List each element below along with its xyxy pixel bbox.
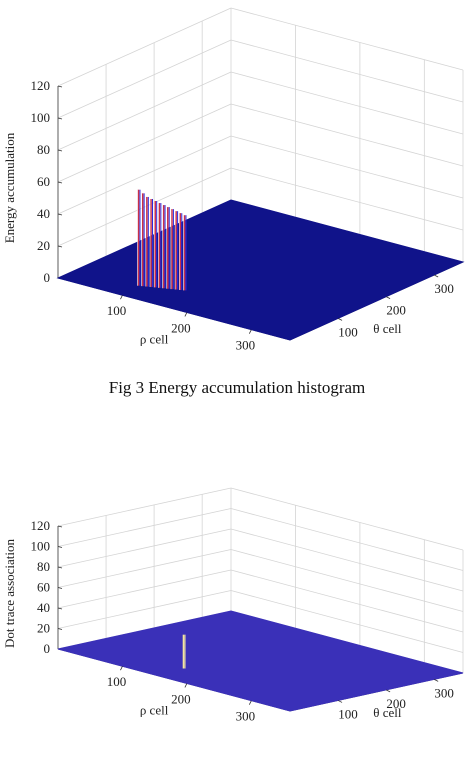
y-tick-label: 300	[434, 281, 454, 296]
surface	[56, 199, 465, 341]
z-tick-mark	[57, 149, 63, 152]
grid-line	[230, 528, 464, 592]
grid-line	[57, 39, 232, 119]
grid-line	[230, 71, 464, 135]
grid-line	[57, 487, 232, 527]
x-tick-label: 100	[107, 674, 127, 689]
z-tick-label: 40	[37, 600, 50, 615]
grid-line	[57, 508, 232, 547]
z-tick-mark	[57, 245, 63, 248]
y-tick-label: 200	[386, 303, 406, 318]
z-tick-label: 100	[31, 110, 51, 125]
z-tick-label: 0	[44, 641, 51, 656]
z-tick-mark	[57, 213, 63, 216]
x-tick-label: 100	[107, 303, 127, 318]
z-tick-label: 20	[37, 621, 50, 636]
grid-line	[57, 7, 232, 87]
x-axis-label: ρ cell	[140, 702, 169, 717]
y-tick-label: 100	[338, 706, 358, 721]
z-tick-mark	[57, 85, 63, 88]
z-tick-label: 80	[37, 142, 50, 157]
x-tick-label: 200	[171, 320, 191, 335]
x-axis-label: ρ cell	[140, 331, 169, 346]
y-tick-mark	[433, 678, 439, 682]
z-tick-label: 60	[37, 580, 50, 595]
y-tick-mark	[433, 274, 439, 278]
x-tick-mark	[184, 683, 188, 688]
grid-line	[230, 135, 464, 199]
dot-trace-association-chart: 0 20 40 60 80 100 120 100 200 300 100 200 300 ρ cell θ…	[2, 487, 464, 724]
z-tick-label: 100	[31, 539, 51, 554]
y-tick-mark	[385, 296, 391, 300]
y-tick-label: 300	[434, 685, 454, 700]
surface	[57, 610, 464, 712]
grid-line	[230, 7, 464, 71]
z-tick-label: 0	[44, 270, 51, 285]
z-tick-mark	[57, 587, 63, 589]
figure-caption: Fig 3 Energy accumulation histogram	[109, 378, 366, 397]
z-tick-label: 40	[37, 206, 50, 221]
z-tick-label: 60	[37, 174, 50, 189]
z-axis-label: Energy accumulation	[2, 132, 17, 243]
y-tick-mark	[385, 689, 391, 693]
z-tick-mark	[57, 181, 63, 184]
grid-line	[57, 528, 232, 568]
grid-line	[230, 39, 464, 103]
y-axis-label: θ cell	[373, 321, 402, 336]
x-tick-label: 300	[236, 709, 256, 724]
y-tick-label: 100	[338, 324, 358, 339]
x-tick-mark	[248, 329, 252, 334]
z-axis-label: Dot trace association	[2, 538, 17, 648]
x-tick-mark	[120, 295, 123, 300]
x-tick-mark	[248, 700, 252, 705]
z-tick-mark	[57, 525, 63, 528]
grid-line	[57, 103, 232, 183]
x-tick-label: 300	[236, 338, 256, 353]
z-tick-mark	[57, 566, 63, 569]
x-tick-mark	[120, 666, 123, 671]
y-axis-label: θ cell	[373, 705, 402, 720]
y-tick-label: 200	[386, 696, 406, 711]
grid-line	[230, 549, 464, 612]
z-tick-label: 20	[37, 238, 50, 253]
grid-line	[57, 71, 232, 151]
x-tick-mark	[184, 312, 188, 317]
z-tick-mark	[57, 607, 63, 610]
z-tick-label: 80	[37, 559, 50, 574]
grid-line	[230, 487, 464, 551]
grid-line	[230, 508, 464, 571]
grid-line	[230, 103, 464, 167]
z-tick-mark	[57, 628, 63, 630]
z-tick-label: 120	[31, 518, 51, 533]
y-tick-mark	[337, 317, 343, 321]
grid-line	[57, 549, 232, 588]
grid-line	[57, 569, 232, 609]
energy-accumulation-chart: 0 20 40 60 80 100 120 100 200 300 100 200 300 ρ cell θ…	[2, 7, 465, 353]
z-tick-mark	[57, 117, 63, 120]
x-tick-label: 200	[171, 691, 191, 706]
z-tick-mark	[57, 546, 63, 548]
y-tick-mark	[337, 700, 343, 703]
z-tick-label: 120	[31, 78, 51, 93]
